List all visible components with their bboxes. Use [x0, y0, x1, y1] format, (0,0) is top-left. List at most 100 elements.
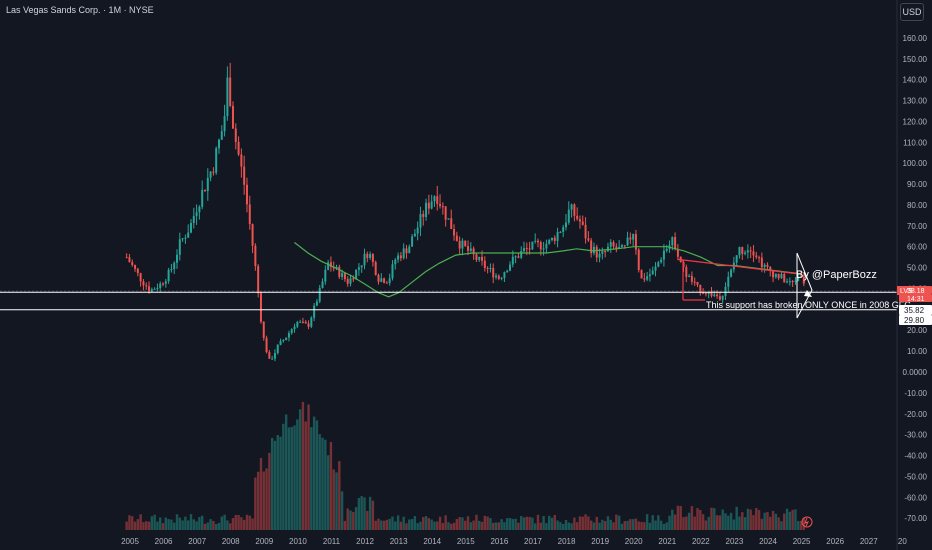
volume-bar	[690, 506, 694, 530]
volume-bar	[550, 517, 554, 530]
descending-trendline[interactable]	[677, 258, 799, 275]
candle-body	[307, 323, 310, 327]
candle-body	[573, 204, 576, 216]
candle-body	[276, 344, 279, 354]
x-tick-label: 2009	[255, 537, 273, 546]
candle-body	[483, 260, 486, 269]
volume-bar	[349, 510, 352, 530]
candle-body	[388, 278, 391, 283]
candle-body	[746, 250, 749, 253]
volume-bar	[388, 518, 391, 530]
candle-body	[251, 224, 254, 246]
volume-bar	[133, 521, 137, 530]
volume-bar	[701, 514, 705, 530]
volume-bar	[774, 513, 778, 530]
candle-body	[374, 262, 377, 275]
candle-body	[371, 254, 374, 263]
candle-body	[643, 278, 646, 280]
candle-body	[472, 248, 475, 255]
volume-bar	[142, 522, 145, 530]
candle-body	[562, 227, 565, 232]
volume-bar	[214, 523, 218, 530]
forecast-arrow[interactable]	[796, 252, 813, 319]
volume-bar	[769, 516, 772, 530]
x-tick-label: 2023	[726, 537, 744, 546]
volume-bar	[559, 522, 562, 530]
candle-body	[648, 274, 651, 277]
volume-bar	[553, 514, 556, 530]
volume-bar	[545, 523, 548, 530]
alert-icon[interactable]	[801, 516, 813, 528]
candle-body	[324, 269, 327, 282]
candle-body	[369, 254, 372, 258]
volume-bar	[242, 519, 246, 530]
volume-bar	[626, 520, 629, 530]
price-axis[interactable]: 160.00 150.00 140.00 130.00 120.00 110.00 100.…	[896, 0, 928, 550]
volume-bar	[338, 461, 341, 530]
forecast-arrow-head	[804, 290, 812, 297]
volume-bar	[601, 519, 604, 530]
candle-body	[243, 166, 246, 185]
volume-bar	[755, 508, 758, 530]
volume-bar	[589, 520, 593, 530]
candle-body	[587, 238, 590, 241]
volume-bar	[259, 457, 263, 530]
candle-body	[391, 264, 394, 279]
candle-body	[475, 254, 478, 260]
volume-bar	[483, 515, 487, 530]
candle-body	[178, 239, 181, 255]
volume-bar	[727, 515, 730, 530]
y-tick-label: 90.00	[907, 180, 928, 189]
y-tick-label: 100.00	[903, 159, 928, 168]
candle-body	[766, 264, 769, 267]
currency-button[interactable]: USD	[900, 3, 924, 21]
candle-body	[536, 240, 539, 243]
candle-body	[525, 248, 528, 250]
x-tick-label: 2007	[188, 537, 206, 546]
candle-body	[489, 268, 492, 270]
volume-bar	[307, 404, 310, 530]
volume-bar	[735, 506, 738, 530]
candle-body	[702, 292, 705, 294]
volume-bar	[603, 521, 607, 530]
candle-body	[145, 285, 148, 287]
volume-bar	[766, 512, 769, 530]
candle-body	[481, 256, 484, 261]
candle-body	[755, 255, 758, 258]
time-axis[interactable]: 2005 2006 2007 2008 2009 2010 2011 2012 2013 2014…	[121, 537, 907, 546]
x-tick-label: 2025	[793, 537, 811, 546]
candle-body	[730, 269, 733, 277]
volume-bar	[542, 515, 545, 530]
volume-bar	[654, 520, 657, 530]
volume-bar	[234, 514, 237, 530]
candle-body	[763, 264, 766, 268]
volume-bar	[178, 517, 182, 530]
x-tick-label: 20	[898, 537, 907, 546]
candle-body	[523, 248, 526, 251]
candle-body	[125, 257, 128, 259]
candle-body	[363, 253, 366, 266]
candle-body	[262, 321, 265, 338]
candle-body	[629, 237, 632, 240]
drawings[interactable]	[0, 252, 897, 319]
volume-bar	[525, 516, 529, 530]
candle-body	[676, 249, 679, 257]
candle-body	[259, 293, 262, 322]
candle-body	[556, 232, 559, 241]
volume-bar	[640, 521, 643, 530]
volume-bar	[788, 511, 792, 530]
candle-body	[245, 184, 248, 205]
volume-bar	[402, 516, 405, 530]
candle-body	[662, 250, 665, 260]
candle-body	[198, 206, 201, 213]
volume-bar	[508, 517, 512, 530]
volume-bar	[279, 436, 282, 530]
volume-bar	[520, 516, 523, 530]
volume-bar	[536, 514, 540, 530]
volume-bar	[450, 523, 453, 530]
candle-body	[688, 275, 691, 277]
candle-body	[237, 141, 240, 155]
candle-body	[744, 252, 747, 254]
